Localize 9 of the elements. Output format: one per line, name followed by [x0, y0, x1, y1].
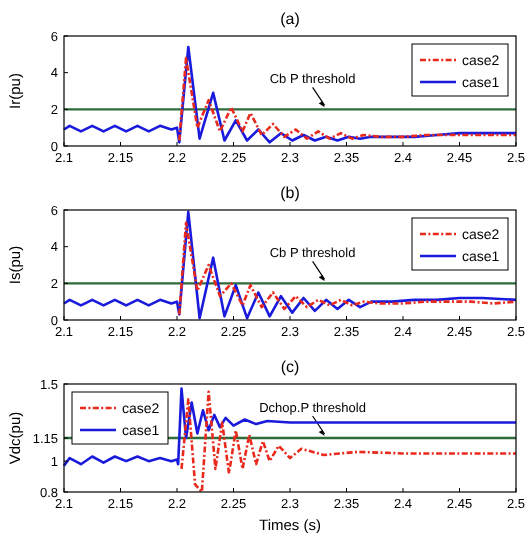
- line-series: [180, 390, 518, 494]
- line-series: [177, 56, 518, 142]
- line-series: [62, 45, 518, 144]
- chart-title: (c): [280, 358, 300, 376]
- chart-title: (b): [280, 184, 301, 202]
- chart-title: (a): [280, 10, 301, 28]
- line-series: [177, 221, 518, 316]
- line-series: [62, 210, 518, 320]
- line-series: [62, 387, 518, 468]
